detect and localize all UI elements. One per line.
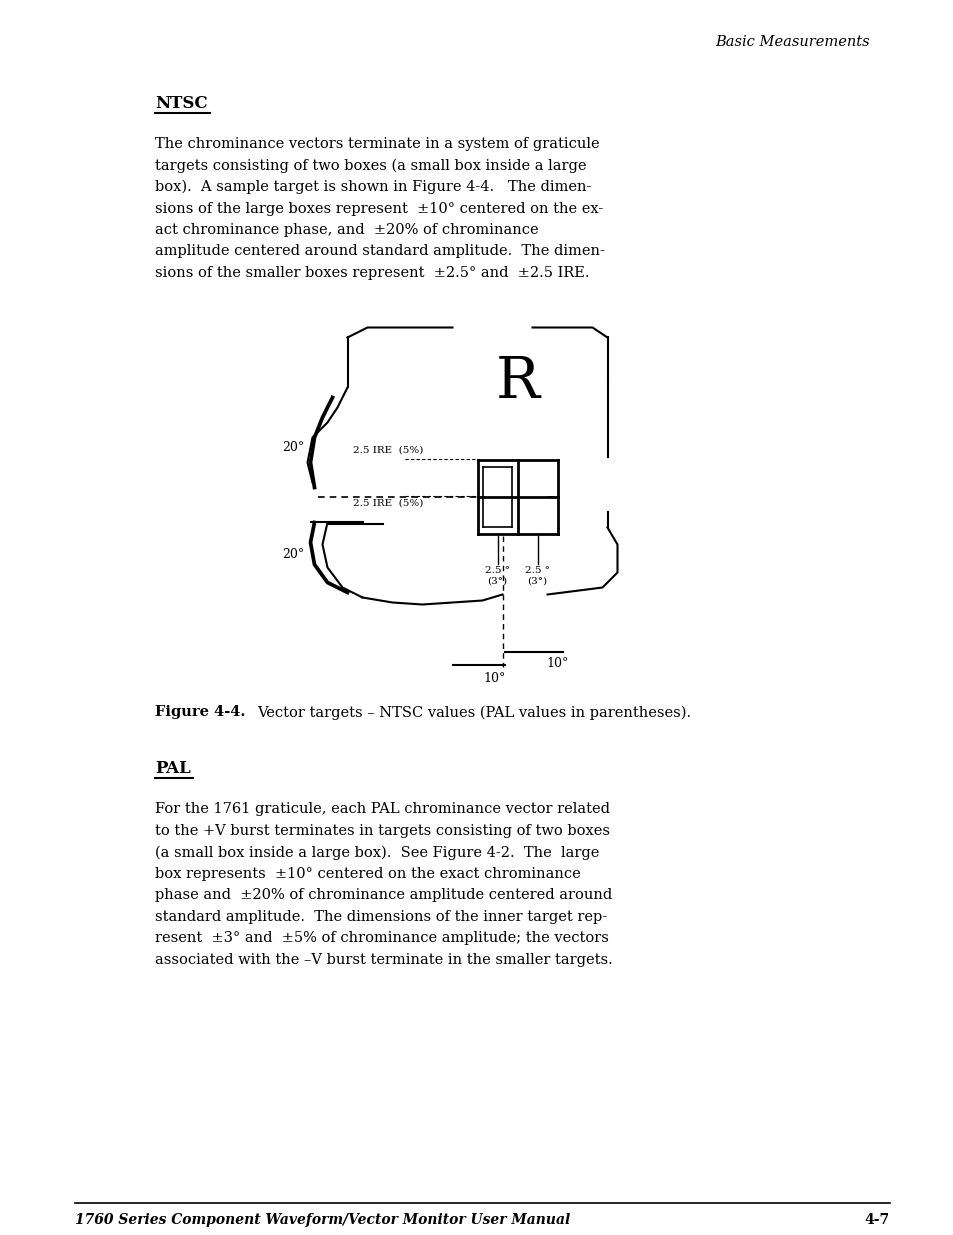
Text: phase and  ±20% of chrominance amplitude centered around: phase and ±20% of chrominance amplitude … bbox=[154, 888, 612, 903]
Text: targets consisting of two boxes (a small box inside a large: targets consisting of two boxes (a small… bbox=[154, 158, 586, 173]
Text: 10°: 10° bbox=[546, 657, 568, 671]
Text: NTSC: NTSC bbox=[154, 95, 208, 112]
Text: Figure 4-4.: Figure 4-4. bbox=[154, 705, 245, 720]
Text: standard amplitude.  The dimensions of the inner target rep-: standard amplitude. The dimensions of th… bbox=[154, 910, 606, 924]
Text: The chrominance vectors terminate in a system of graticule: The chrominance vectors terminate in a s… bbox=[154, 137, 599, 151]
Text: 20°: 20° bbox=[282, 441, 304, 454]
Text: sions of the smaller boxes represent  ±2.5° and  ±2.5 IRE.: sions of the smaller boxes represent ±2.… bbox=[154, 266, 589, 280]
Text: box represents  ±10° centered on the exact chrominance: box represents ±10° centered on the exac… bbox=[154, 867, 580, 881]
Text: 10°: 10° bbox=[483, 673, 505, 685]
Text: 2.5 IRE  (5%): 2.5 IRE (5%) bbox=[352, 499, 422, 508]
Text: sions of the large boxes represent  ±10° centered on the ex-: sions of the large boxes represent ±10° … bbox=[154, 201, 602, 215]
Text: 2.5 IRE  (5%): 2.5 IRE (5%) bbox=[352, 446, 422, 454]
Text: 1760 Series Component Waveform/Vector Monitor User Manual: 1760 Series Component Waveform/Vector Mo… bbox=[75, 1213, 570, 1228]
Text: associated with the –V burst terminate in the smaller targets.: associated with the –V burst terminate i… bbox=[154, 953, 612, 967]
Text: to the +V burst terminates in targets consisting of two boxes: to the +V burst terminates in targets co… bbox=[154, 824, 609, 839]
Text: For the 1761 graticule, each PAL chrominance vector related: For the 1761 graticule, each PAL chromin… bbox=[154, 803, 609, 816]
Text: Basic Measurements: Basic Measurements bbox=[715, 35, 869, 49]
Text: 4-7: 4-7 bbox=[864, 1213, 889, 1228]
Text: 2.5 °
(3°): 2.5 ° (3°) bbox=[484, 567, 510, 585]
Text: box).  A sample target is shown in Figure 4-4.   The dimen-: box). A sample target is shown in Figure… bbox=[154, 180, 591, 194]
Text: Vector targets – NTSC values (PAL values in parentheses).: Vector targets – NTSC values (PAL values… bbox=[256, 705, 690, 720]
Text: R: R bbox=[495, 354, 539, 410]
Text: (a small box inside a large box).  See Figure 4-2.  The  large: (a small box inside a large box). See Fi… bbox=[154, 846, 598, 860]
Text: 2.5 °
(3°): 2.5 ° (3°) bbox=[524, 567, 550, 585]
Text: PAL: PAL bbox=[154, 761, 191, 778]
Text: amplitude centered around standard amplitude.  The dimen-: amplitude centered around standard ampli… bbox=[154, 245, 604, 258]
Text: act chrominance phase, and  ±20% of chrominance: act chrominance phase, and ±20% of chrom… bbox=[154, 224, 538, 237]
Text: resent  ±3° and  ±5% of chrominance amplitude; the vectors: resent ±3° and ±5% of chrominance amplit… bbox=[154, 931, 608, 946]
Text: 20°: 20° bbox=[282, 548, 304, 561]
